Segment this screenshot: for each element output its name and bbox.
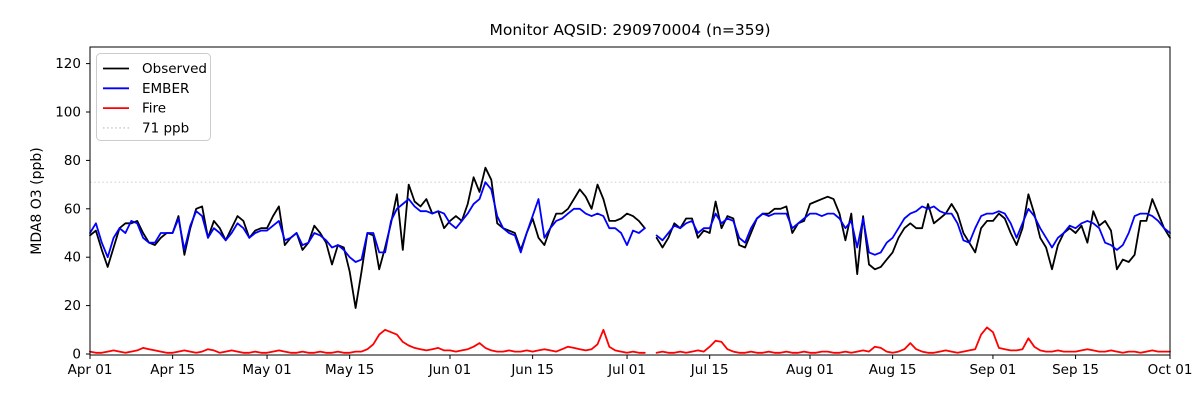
chart-title: Monitor AQSID: 290970004 (n=359) xyxy=(489,21,771,39)
x-tick-label: Aug 01 xyxy=(786,362,834,378)
y-tick-label: 100 xyxy=(55,105,81,121)
x-tick-label: Apr 01 xyxy=(68,362,113,378)
y-tick-label: 80 xyxy=(64,153,81,169)
x-tick-label: May 01 xyxy=(242,362,291,378)
legend-label-observed: Observed xyxy=(142,61,207,77)
y-tick-label: 0 xyxy=(72,347,81,363)
x-tick-label: Aug 15 xyxy=(869,362,917,378)
y-tick-label: 20 xyxy=(64,298,81,314)
y-tick-label: 40 xyxy=(64,250,81,266)
y-tick-label: 60 xyxy=(64,201,81,217)
x-tick-label: Sep 01 xyxy=(969,362,1016,378)
x-tick-label: Apr 15 xyxy=(150,362,195,378)
legend-label-71-ppb: 71 ppb xyxy=(142,120,189,136)
legend-box xyxy=(96,53,211,141)
plot-border xyxy=(89,46,1171,356)
series-line-ember xyxy=(89,181,1171,263)
x-tick-label: Sep 15 xyxy=(1052,362,1099,378)
x-tick-label: Oct 01 xyxy=(1148,362,1193,378)
legend-label-fire: Fire xyxy=(142,101,166,117)
x-tick-label: Jul 01 xyxy=(607,362,646,378)
x-tick-label: May 15 xyxy=(325,362,374,378)
x-tick-label: Jul 15 xyxy=(690,362,729,378)
series-line-fire xyxy=(89,326,1171,354)
legend-label-ember: EMBER xyxy=(142,81,189,97)
y-tick-label: 120 xyxy=(55,56,81,72)
x-tick-label: Jun 01 xyxy=(428,362,472,378)
x-tick-label: Jun 15 xyxy=(510,362,554,378)
